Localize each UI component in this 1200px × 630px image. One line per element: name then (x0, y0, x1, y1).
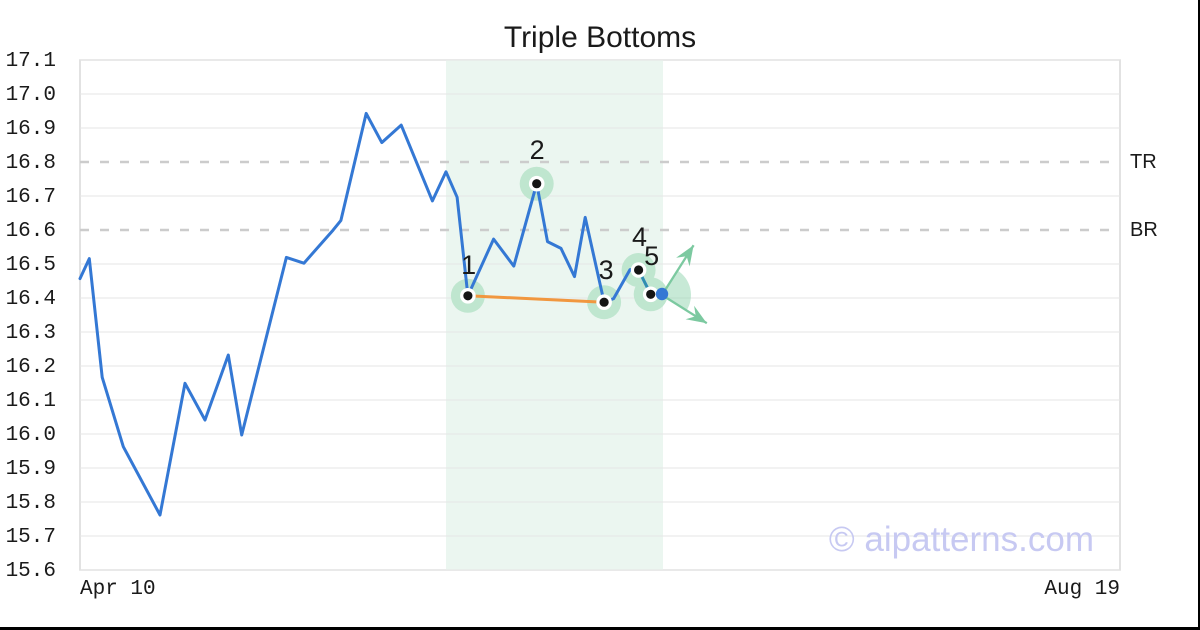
svg-text:15.7: 15.7 (6, 526, 56, 549)
svg-text:16.9: 16.9 (6, 118, 56, 141)
svg-text:16.6: 16.6 (6, 220, 56, 243)
svg-text:16.4: 16.4 (6, 288, 56, 311)
svg-text:16.2: 16.2 (6, 356, 56, 379)
svg-text:16.7: 16.7 (6, 186, 56, 209)
svg-text:Aug 19: Aug 19 (1044, 578, 1120, 601)
svg-text:16.8: 16.8 (6, 152, 56, 175)
svg-text:2: 2 (530, 135, 545, 165)
svg-text:16.1: 16.1 (6, 390, 56, 413)
svg-text:BR: BR (1130, 219, 1158, 241)
svg-text:TR: TR (1130, 151, 1157, 173)
svg-text:1: 1 (461, 250, 476, 280)
svg-text:16.5: 16.5 (6, 254, 56, 277)
svg-text:© aipatterns.com: © aipatterns.com (829, 520, 1094, 559)
svg-text:16.0: 16.0 (6, 424, 56, 447)
svg-text:5: 5 (644, 241, 659, 271)
svg-text:Apr 10: Apr 10 (80, 578, 156, 601)
svg-text:17.0: 17.0 (6, 84, 56, 107)
svg-text:3: 3 (599, 255, 614, 285)
svg-text:15.8: 15.8 (6, 492, 56, 515)
svg-text:16.3: 16.3 (6, 322, 56, 345)
svg-text:15.6: 15.6 (6, 560, 56, 583)
svg-text:15.9: 15.9 (6, 458, 56, 481)
